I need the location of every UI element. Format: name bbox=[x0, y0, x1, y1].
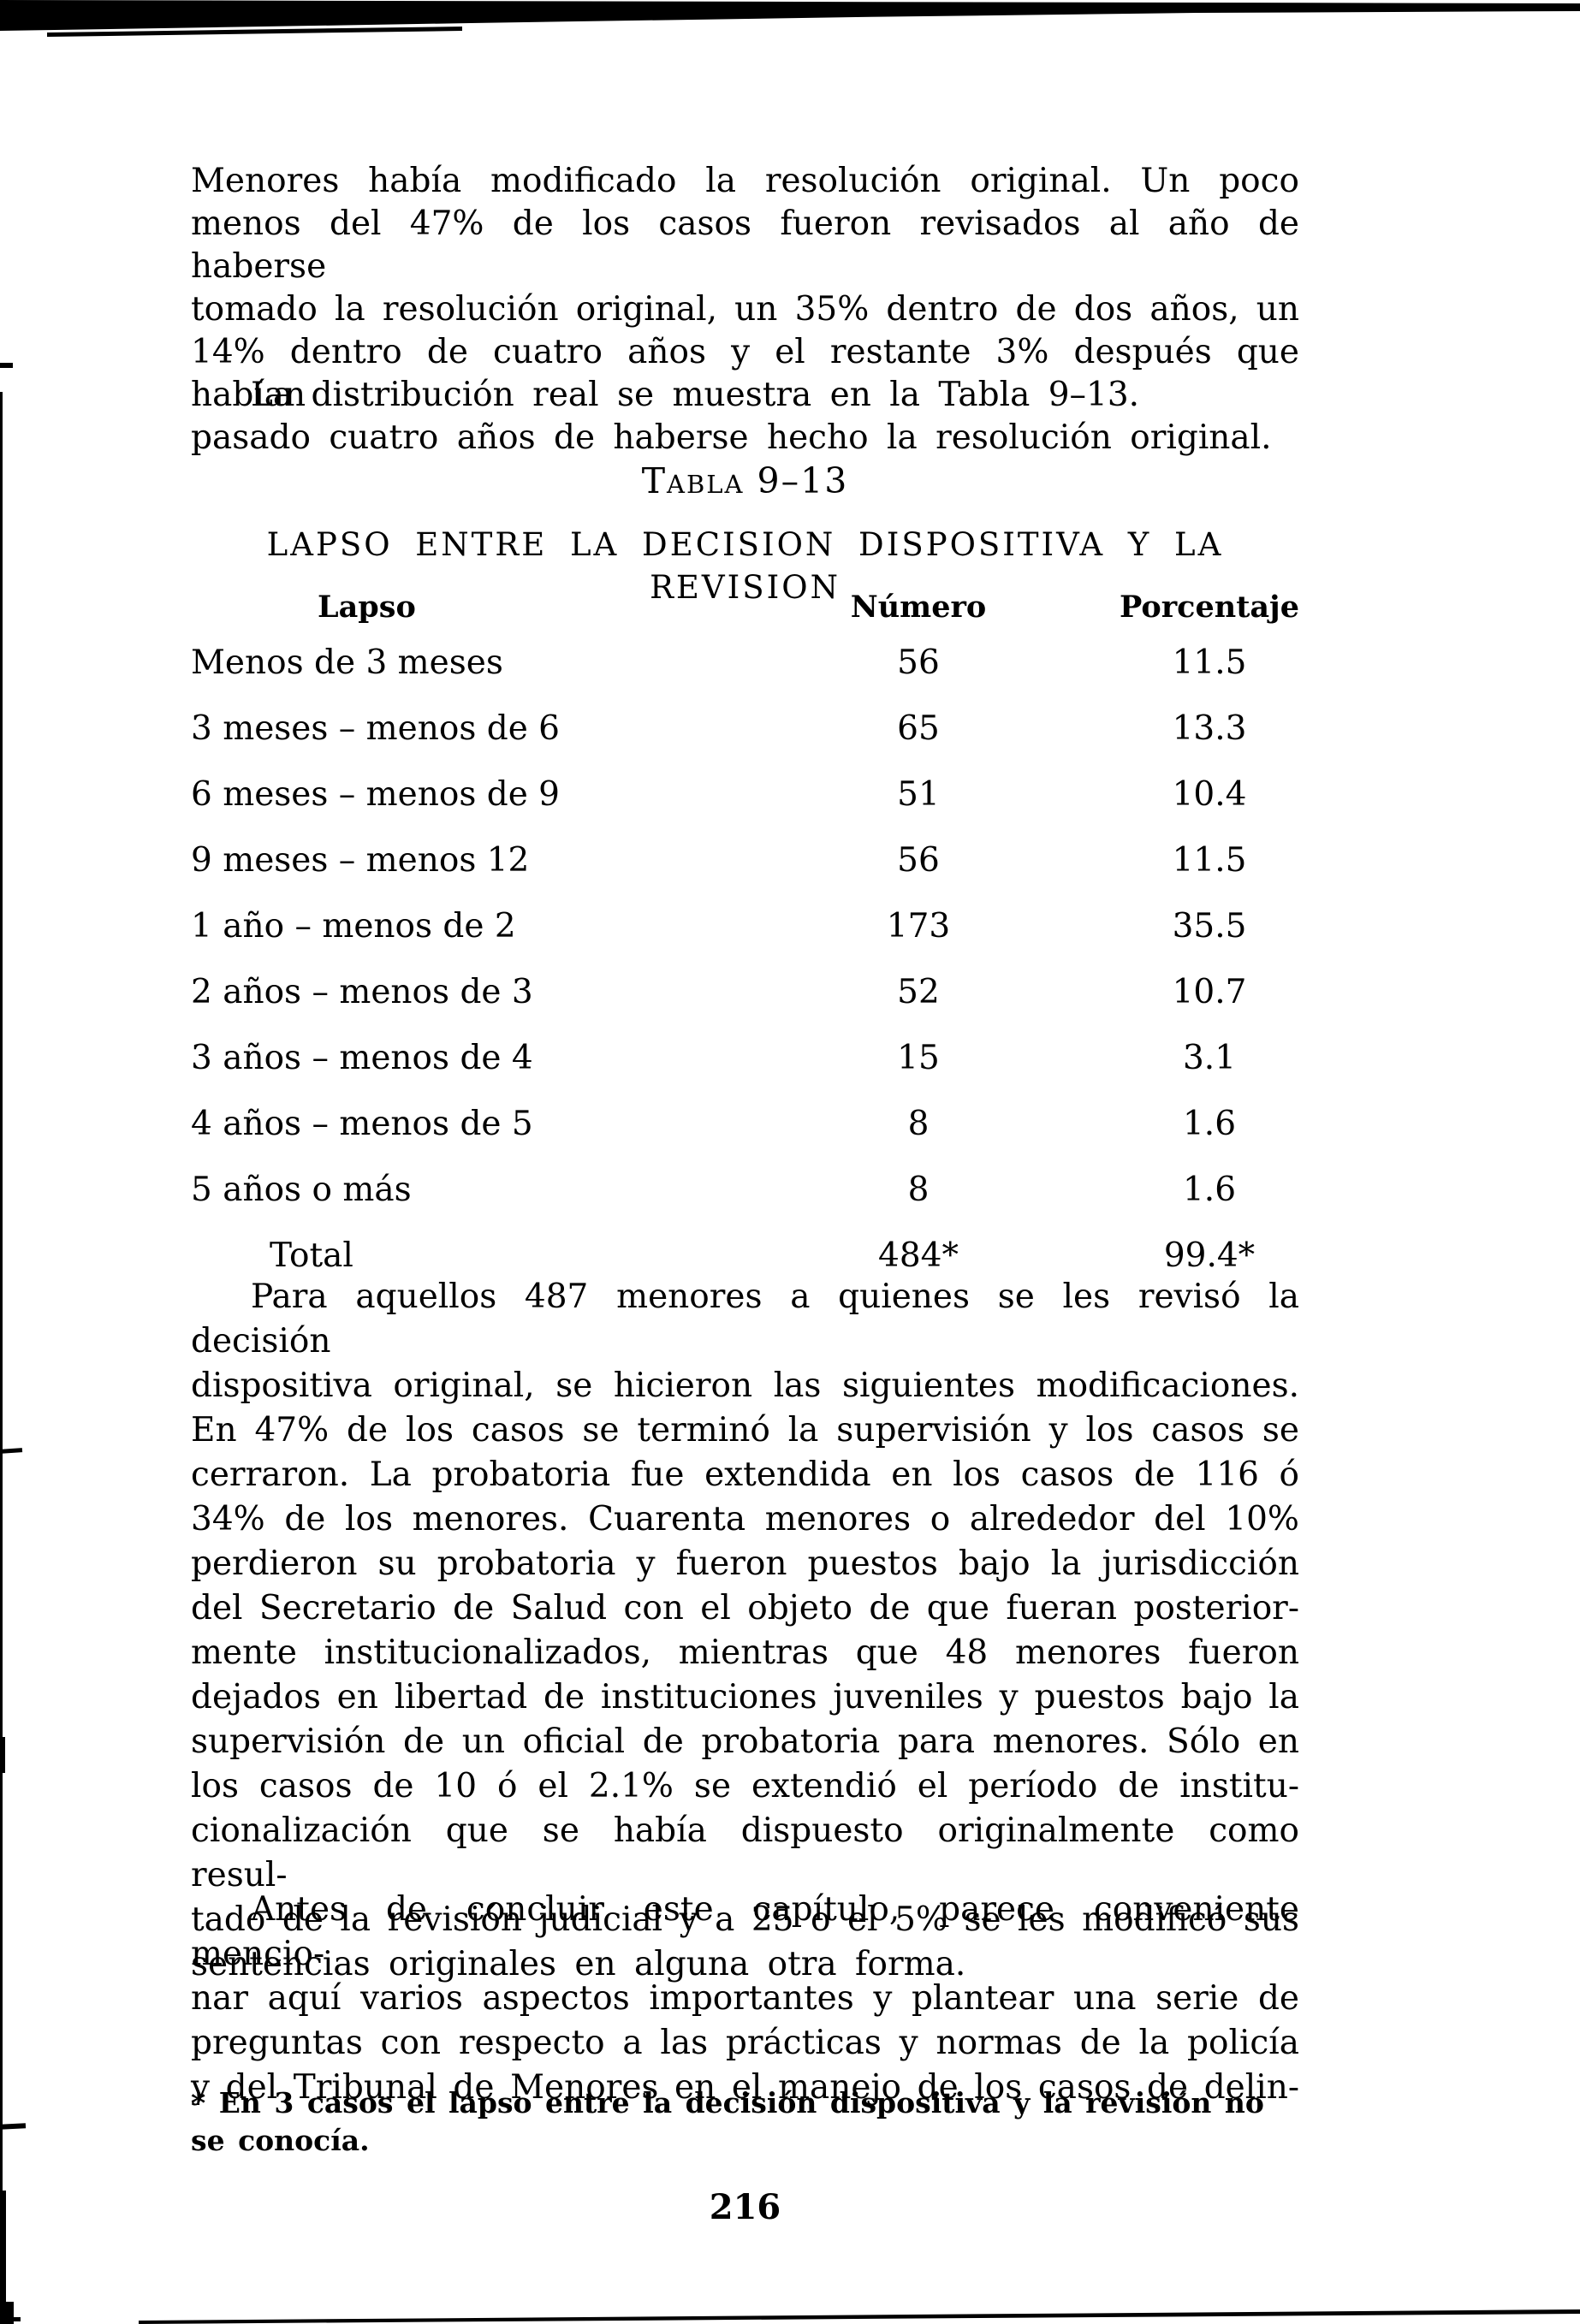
text-line: dejados en libertad de instituciones juv… bbox=[191, 1678, 1299, 1716]
table-row: 5 años o más 8 1.6 bbox=[191, 1157, 1299, 1223]
cell-lapso: Menos de 3 meses bbox=[191, 643, 503, 682]
cell-porcentaje: 35.5 bbox=[1172, 907, 1247, 946]
text-line: tomado la resolución original, un 35% de… bbox=[191, 290, 1299, 329]
text-line: 14% dentro de cuatro años y el restante … bbox=[191, 333, 1299, 414]
paragraph-opening: Menores había modificado la resolución o… bbox=[191, 160, 1299, 459]
column-header-porcentaje: Porcentaje bbox=[1120, 589, 1299, 625]
cell-porcentaje: 11.5 bbox=[1172, 841, 1247, 880]
table-body: Menos de 3 meses 56 11.5 3 meses – menos… bbox=[191, 630, 1299, 1223]
scan-artifact-left-line bbox=[0, 392, 3, 2324]
table-row: Menos de 3 meses 56 11.5 bbox=[191, 630, 1299, 696]
cell-numero: 173 bbox=[886, 907, 951, 946]
cell-porcentaje: 10.7 bbox=[1172, 973, 1247, 1011]
text-line: mente institucionalizados, mientras que … bbox=[191, 1633, 1299, 1672]
text-line: Menores había modificado la resolución o… bbox=[191, 162, 1299, 200]
table-row: 9 meses – menos 12 56 11.5 bbox=[191, 827, 1299, 893]
cell-total-numero: 484* bbox=[878, 1236, 959, 1275]
text-line: dispositiva original, se hicieron las si… bbox=[191, 1367, 1299, 1405]
text-line: pasado cuatro años de haberse hecho la r… bbox=[191, 418, 1272, 457]
scan-artifact-mark bbox=[0, 1448, 23, 1454]
text-line: los casos de 10 ó el 2.1% se extendió el… bbox=[191, 1767, 1299, 1805]
cell-lapso: 5 años o más bbox=[191, 1171, 412, 1209]
page-number: 216 bbox=[709, 2187, 781, 2227]
cell-lapso: 2 años – menos de 3 bbox=[191, 973, 533, 1011]
text-line: 34% de los menores. Cuarenta menores o a… bbox=[191, 1500, 1299, 1538]
paragraph-closing: Antes de concluir este capítulo, parece … bbox=[191, 1888, 1299, 2110]
column-header-numero: Número bbox=[850, 589, 987, 625]
cell-numero: 56 bbox=[897, 643, 940, 682]
table-row: 1 año – menos de 2 173 35.5 bbox=[191, 893, 1299, 959]
cell-lapso: 4 años – menos de 5 bbox=[191, 1105, 533, 1143]
cell-lapso: 6 meses – menos de 9 bbox=[191, 775, 560, 814]
text-line: Antes de concluir este capítulo, parece … bbox=[191, 1890, 1299, 1973]
scan-artifact-top-band bbox=[0, 0, 1580, 37]
cell-numero: 8 bbox=[907, 1105, 930, 1143]
table-footnote: * En 3 casos el lapso entre la decisión … bbox=[191, 2086, 1264, 2157]
cell-total-label: Total bbox=[270, 1236, 353, 1275]
scan-artifact-bottom-line bbox=[0, 2309, 1580, 2324]
text-line: perdieron su probatoria y fueron puestos… bbox=[191, 1544, 1299, 1583]
cell-porcentaje: 1.6 bbox=[1182, 1105, 1237, 1143]
paragraph-modifications: Para aquellos 487 menores a quienes se l… bbox=[191, 1275, 1299, 1987]
cell-porcentaje: 3.1 bbox=[1182, 1039, 1237, 1077]
cell-total-porcentaje: 99.4* bbox=[1163, 1236, 1256, 1275]
text-line: y del Tribunal de Menores en el manejo d… bbox=[191, 2068, 1299, 2107]
scan-artifact-mark bbox=[0, 363, 13, 368]
cell-lapso: 3 meses – menos de 6 bbox=[191, 709, 560, 748]
scan-artifact-mark bbox=[0, 1737, 5, 1773]
cell-numero: 65 bbox=[897, 709, 940, 748]
cell-porcentaje: 11.5 bbox=[1172, 643, 1247, 682]
text-line: del Secretario de Salud con el objeto de… bbox=[191, 1589, 1299, 1627]
cell-numero: 56 bbox=[897, 841, 940, 880]
table-row: 2 años – menos de 3 52 10.7 bbox=[191, 959, 1299, 1025]
text-line: En 47% de los casos se terminó la superv… bbox=[191, 1411, 1299, 1450]
cell-numero: 51 bbox=[897, 775, 940, 814]
table-total-row: Total 484* 99.4* bbox=[191, 1234, 1299, 1277]
table-row: 4 años – menos de 5 8 1.6 bbox=[191, 1091, 1299, 1157]
text-line: supervisión de un oficial de probatoria … bbox=[191, 1722, 1299, 1761]
table-row: 6 meses – menos de 9 51 10.4 bbox=[191, 762, 1299, 827]
text-line: Para aquellos 487 menores a quienes se l… bbox=[191, 1278, 1299, 1361]
text-line: sentencias originales en alguna otra for… bbox=[191, 1945, 966, 1983]
table-subtitle: LAPSO ENTRE LA DECISION DISPOSITIVA Y LA… bbox=[266, 526, 1224, 606]
cell-lapso: 9 meses – menos 12 bbox=[191, 841, 530, 880]
cell-porcentaje: 1.6 bbox=[1182, 1171, 1237, 1209]
cell-lapso: 1 año – menos de 2 bbox=[191, 907, 516, 946]
cell-numero: 52 bbox=[897, 973, 940, 1011]
cell-porcentaje: 10.4 bbox=[1172, 775, 1247, 814]
cell-numero: 8 bbox=[907, 1171, 930, 1209]
paragraph-distribution-note: La distribución real se muestra en la Ta… bbox=[191, 374, 1299, 417]
text-line: preguntas con respecto a las prácticas y… bbox=[191, 2024, 1299, 2062]
table-title: Tabla 9–13 bbox=[641, 460, 849, 501]
column-header-lapso: Lapso bbox=[318, 589, 416, 625]
text-line: tado de la revisión judicial y a 25 o el… bbox=[191, 1900, 1299, 1939]
table-header-row: Lapso Número Porcentaje bbox=[191, 585, 1299, 628]
text-line: cionalización que se había dispuesto ori… bbox=[191, 1811, 1299, 1894]
table-row: 3 años – menos de 4 15 3.1 bbox=[191, 1025, 1299, 1091]
cell-numero: 15 bbox=[897, 1039, 940, 1077]
cell-porcentaje: 13.3 bbox=[1172, 709, 1247, 748]
scan-artifact-mark bbox=[0, 2123, 27, 2130]
text-line: menos del 47% de los casos fueron revisa… bbox=[191, 205, 1299, 286]
cell-lapso: 3 años – menos de 4 bbox=[191, 1039, 533, 1077]
text-line: nar aquí varios aspectos importantes y p… bbox=[191, 1979, 1299, 2018]
text-line: La distribución real se muestra en la Ta… bbox=[251, 376, 1140, 414]
table-row: 3 meses – menos de 6 65 13.3 bbox=[191, 696, 1299, 762]
scan-artifact-mark bbox=[0, 2191, 6, 2324]
text-line: cerraron. La probatoria fue extendida en… bbox=[191, 1455, 1299, 1494]
